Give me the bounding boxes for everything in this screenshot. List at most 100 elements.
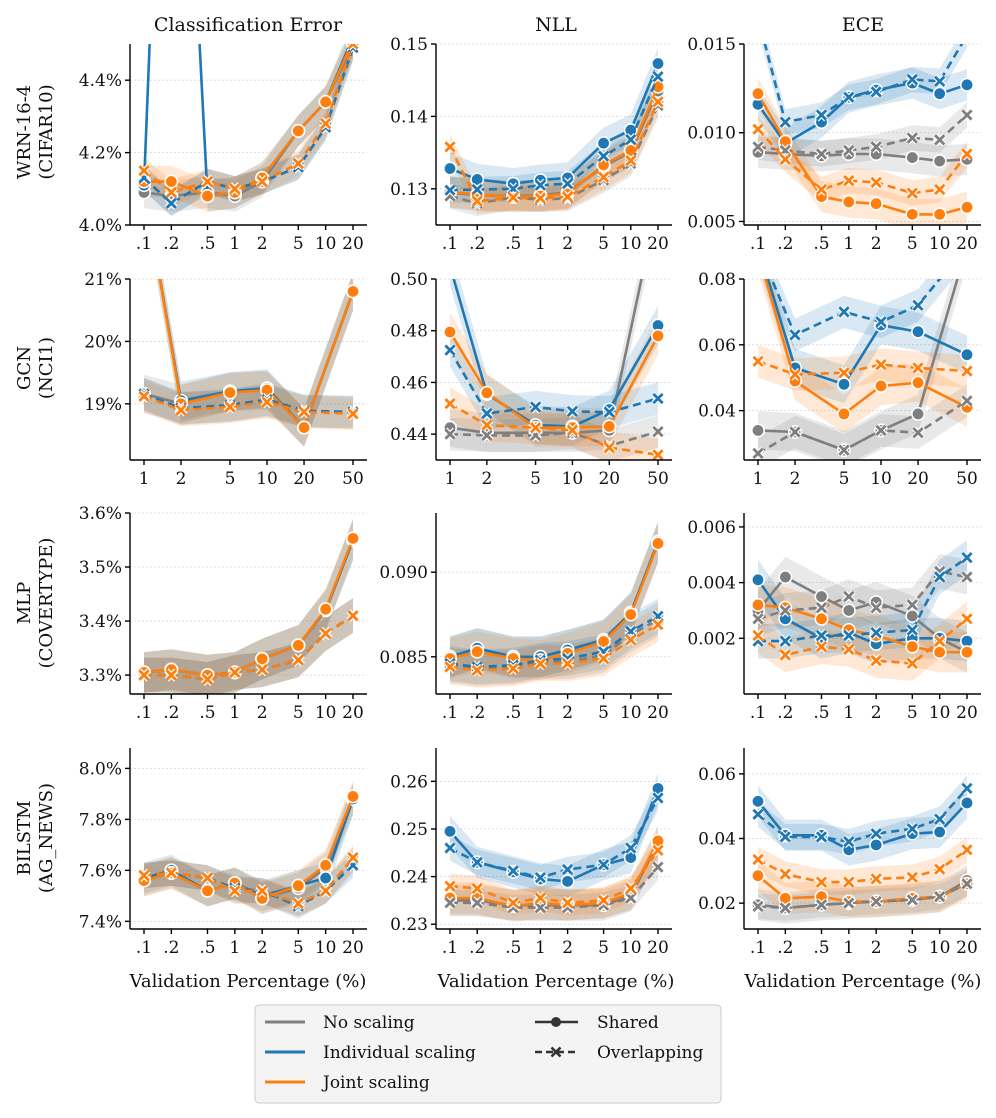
- point-ind-shared: [911, 324, 926, 339]
- x-tick-label: 5: [839, 469, 850, 489]
- y-tick-label: 0.15: [390, 35, 428, 55]
- point-ind-overlap: [872, 628, 881, 637]
- point-ind-shared: [750, 794, 765, 809]
- x-tick-label: 10: [620, 703, 642, 723]
- x-tick-label: 5: [907, 234, 918, 254]
- panel-grid: 4.0%4.2%4.4%.1.2.5 1 2 5 10 200.130.140.15.1.…: [79, 31, 981, 958]
- y-tick-label: 3.6%: [79, 504, 122, 524]
- point-ind-shared: [347, 31, 359, 43]
- x-tick-label: 10: [562, 469, 584, 489]
- panel-r1-c3: 0.005 0.010 0.015 .1 .2 .5 1 2 5 10 20: [687, 35, 981, 254]
- x-tick-label: 1: [843, 938, 854, 958]
- point-joint-overlap: [872, 874, 881, 883]
- legend-swatch-shared-marker: [551, 1017, 561, 1027]
- point-joint-overlap: [473, 197, 482, 206]
- point-joint-overlap: [844, 645, 853, 654]
- point-none-shared: [911, 406, 926, 421]
- series-line-joint-overlap: [449, 402, 659, 457]
- x-tick-label: 10: [870, 469, 892, 489]
- y-tick-label: 0.015: [687, 35, 736, 55]
- x-tick-label: .5: [505, 938, 521, 958]
- y-tick-label: 0.50: [390, 270, 428, 290]
- y-tick-label: 7.8%: [79, 810, 122, 830]
- point-none-overlap: [817, 149, 826, 158]
- y-tick-label: 0.02: [698, 894, 736, 914]
- y-tick-label: 0.06: [698, 336, 736, 356]
- point-none-overlap: [839, 446, 848, 455]
- point-none-overlap: [872, 142, 881, 151]
- point-joint-overlap: [563, 192, 572, 201]
- x-tick-label: 2: [562, 938, 573, 958]
- x-tick-label: 1: [229, 938, 240, 958]
- y-tick-label: 21%: [84, 270, 122, 290]
- point-joint-overlap: [348, 853, 357, 862]
- point-ind-overlap: [445, 186, 454, 195]
- x-tick-label: 20: [956, 703, 978, 723]
- point-joint-overlap: [167, 868, 176, 877]
- band-ind-shared: [758, 67, 967, 159]
- point-joint-overlap: [473, 884, 482, 893]
- point-none-overlap: [872, 603, 881, 612]
- legend-label-individual-scaling: Individual scaling: [323, 1043, 476, 1063]
- point-joint-shared: [650, 328, 665, 343]
- point-joint-overlap: [536, 893, 545, 902]
- point-none-overlap: [445, 898, 454, 907]
- point-joint-overlap: [167, 188, 176, 197]
- x-tick-label: .2: [163, 938, 179, 958]
- band-joint-shared: [758, 78, 967, 225]
- y-tick-label: 3.4%: [79, 612, 122, 632]
- point-joint-overlap: [817, 878, 826, 887]
- point-ind-overlap: [839, 307, 848, 316]
- point-joint-shared: [650, 536, 665, 551]
- point-joint-shared: [911, 375, 926, 390]
- point-ind-overlap: [781, 832, 790, 841]
- point-joint-overlap: [294, 655, 303, 664]
- x-tick-label: 2: [871, 703, 882, 723]
- point-joint-overlap: [653, 97, 662, 106]
- x-tick-label: 5: [598, 234, 609, 254]
- point-joint-overlap: [321, 886, 330, 895]
- y-tick-label: 0.005: [687, 212, 736, 232]
- x-tick-label: 20: [342, 938, 364, 958]
- point-joint-overlap: [872, 656, 881, 665]
- band-ind-shared: [758, 785, 967, 866]
- point-joint-overlap: [908, 659, 917, 668]
- x-tick-label: .1: [136, 938, 152, 958]
- y-tick-label: 3.3%: [79, 666, 122, 686]
- point-ind-overlap: [872, 829, 881, 838]
- point-joint-shared: [750, 86, 765, 101]
- panel-r2-c2: 0.440.460.480.501 2 5 10 20 50: [390, 270, 672, 489]
- point-joint-shared: [297, 420, 312, 435]
- x-tick-label: .1: [136, 703, 152, 723]
- row-label-wrn: WRN-16-4 (CIFAR10): [14, 84, 57, 179]
- point-joint-overlap: [913, 363, 922, 372]
- point-none-overlap: [908, 133, 917, 142]
- row-label-mlp-model: MLP: [14, 582, 35, 625]
- point-none-overlap: [626, 893, 635, 902]
- x-tick-label: 10: [620, 234, 642, 254]
- point-ind-overlap: [536, 873, 545, 882]
- x-tick-label: 1: [535, 703, 546, 723]
- y-tick-label: 0.06: [698, 765, 736, 785]
- x-tick-label: 20: [907, 469, 929, 489]
- row-label-gcn-dataset: (NCI1): [36, 337, 57, 399]
- point-joint-shared: [905, 639, 920, 654]
- x-tick-label: 5: [598, 703, 609, 723]
- x-tick-label: 20: [342, 234, 364, 254]
- x-tick-label: 1: [753, 469, 764, 489]
- band-none-overlap: [758, 384, 967, 460]
- series-line-joint-overlap: [143, 395, 354, 416]
- point-joint-overlap: [348, 44, 357, 48]
- panel-r3-c1: 3.3% 3.4% 3.5% 3.6% .1 .2 .5 1 2 5 10 20: [79, 504, 367, 723]
- point-none-shared: [814, 589, 829, 604]
- point-joint-overlap: [321, 119, 330, 128]
- y-tick-label: 0.14: [390, 107, 428, 127]
- point-joint-shared: [442, 325, 457, 340]
- point-joint-shared: [479, 385, 494, 400]
- point-none-overlap: [962, 110, 971, 119]
- point-joint-shared: [318, 858, 333, 873]
- point-joint-overlap: [962, 367, 971, 376]
- x-tick-label: 5: [293, 938, 304, 958]
- x-tick-label: 10: [315, 234, 337, 254]
